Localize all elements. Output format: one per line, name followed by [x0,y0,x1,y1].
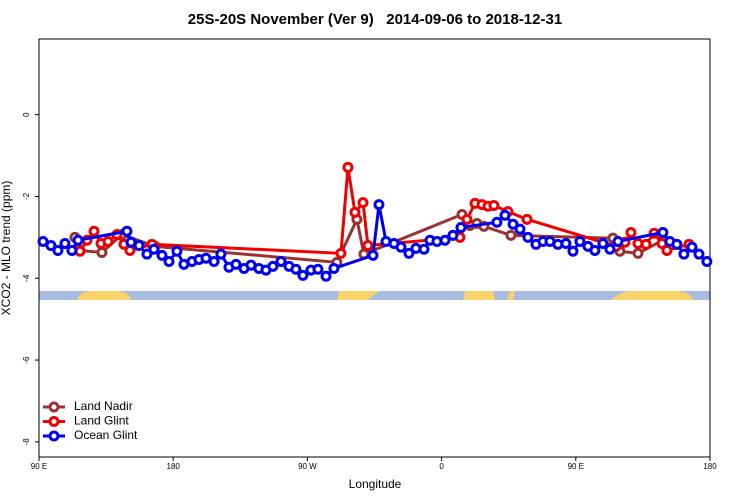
point [567,245,579,257]
y-tick-label: -8 [22,438,31,446]
point [215,248,227,260]
point [488,199,500,211]
point [102,235,114,247]
chart-title: 25S-20S November (Ver 9) 2014-09-06 to 2… [188,11,562,28]
point [701,255,713,267]
point [267,260,279,272]
ocean-band [39,291,710,300]
point [418,243,430,255]
point [96,246,108,258]
legend-marker [48,401,60,413]
point [560,238,572,250]
point [45,240,57,252]
legend-label: Land Glint [74,414,129,428]
point [574,235,586,247]
point [59,238,71,250]
legend-marker [48,416,60,427]
point [328,262,340,274]
land-band [611,291,693,300]
point [403,247,415,259]
point [395,241,407,253]
plot-frame [38,38,711,458]
point [275,255,287,267]
point [230,258,242,270]
land-band [463,291,495,300]
series [74,161,695,259]
point [507,218,519,230]
point [678,248,690,260]
point [335,247,347,259]
point [88,225,100,237]
point [612,235,624,247]
point [208,255,220,267]
point [141,248,153,260]
point [163,255,175,267]
y-tick-label: -2 [22,192,31,200]
point [693,248,705,260]
land-band [507,291,515,300]
point [121,225,133,237]
point [499,209,511,221]
point [72,234,84,246]
point [686,241,698,253]
point [521,213,533,225]
point [589,244,601,256]
point [455,222,467,234]
x-tick-label: 90 W [298,462,317,471]
x-tick-label: 90 E [568,462,584,471]
legend-marker [48,430,60,442]
point [461,213,473,225]
land-band [77,291,131,300]
point [491,216,503,228]
legend-label: Land Nadir [74,399,133,413]
series [37,199,713,282]
point [657,226,669,238]
point [148,243,160,255]
point [320,270,332,282]
point [597,238,609,250]
y-tick-label: -4 [22,274,31,282]
point [604,243,616,255]
point [37,235,49,247]
point [671,238,683,250]
land-band [337,291,380,300]
point [290,263,302,275]
legend-label: Ocean Glint [74,428,138,442]
point [312,263,324,275]
point [439,234,451,246]
point [522,231,534,243]
point [133,240,145,252]
y-tick-label: -6 [22,356,31,364]
point [505,229,517,241]
x-tick-label: 180 [703,462,717,471]
point [447,229,459,241]
point [514,223,526,235]
x-tick-label: 90 E [31,462,47,471]
x-tick-label: 0 [439,462,444,471]
point [632,247,644,259]
point [171,245,183,257]
point [661,244,673,256]
point [640,238,652,250]
point [367,249,379,261]
land-sea-strip [39,291,710,300]
point [297,269,309,281]
x-axis-label: Longitude [349,477,402,491]
point [625,226,637,238]
y-axis-label: XCO2 - MLO trend (ppm) [0,181,13,316]
point [357,197,369,209]
point [349,206,361,218]
point [66,244,78,256]
point [342,161,354,173]
x-tick-label: 180 [167,462,181,471]
point [52,244,64,256]
point [362,240,374,252]
y-tick-label: 0 [22,112,31,117]
point [373,199,385,211]
point [156,249,168,261]
